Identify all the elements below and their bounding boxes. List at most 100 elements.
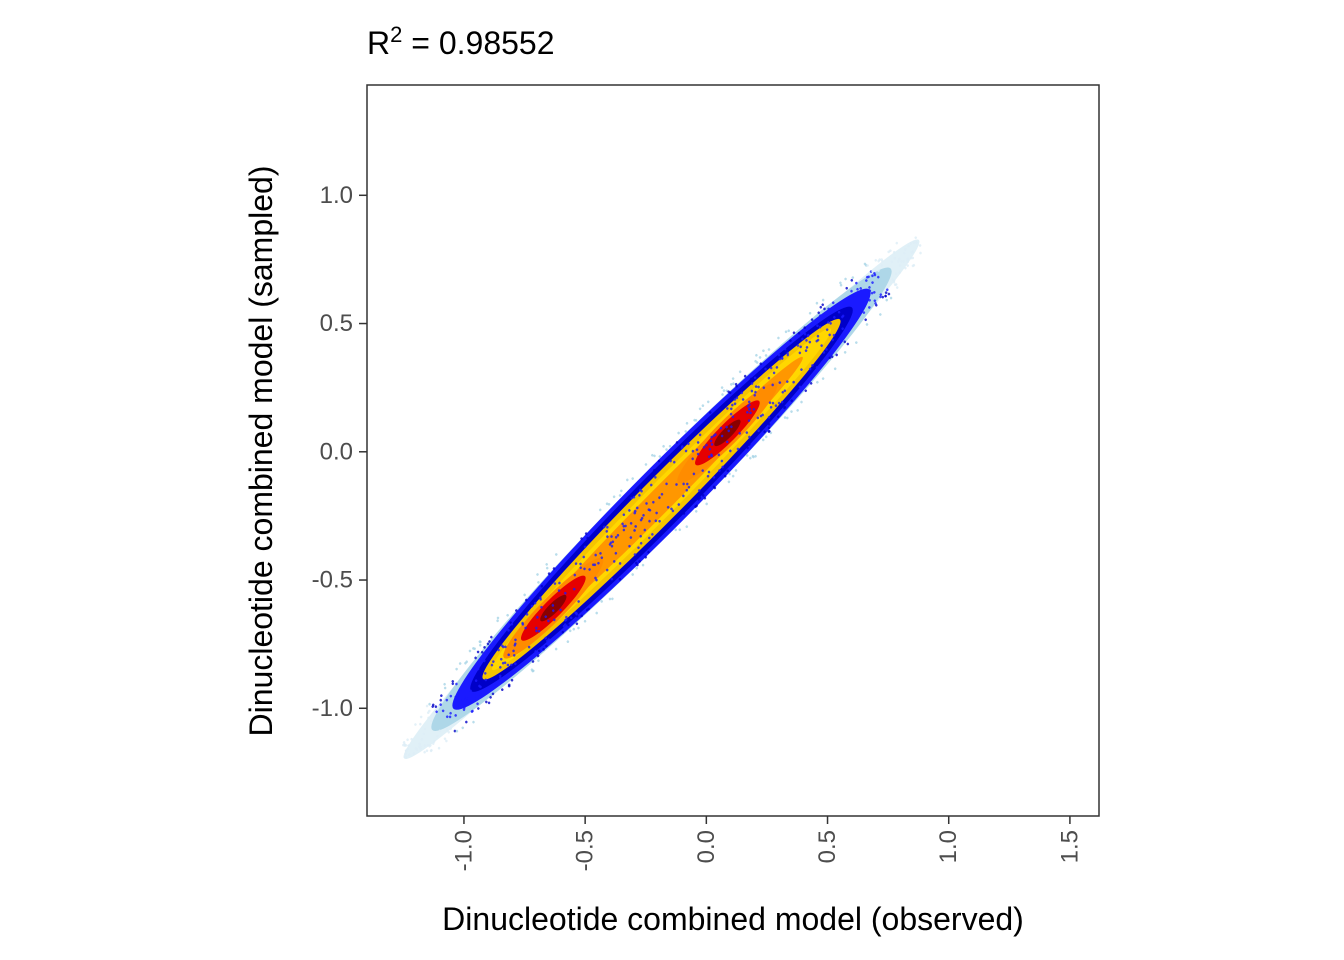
scatter-point [844, 277, 847, 281]
scatter-point [741, 398, 745, 401]
scatter-point [706, 474, 710, 478]
scatter-point [577, 626, 580, 630]
scatter-point [455, 682, 458, 686]
scatter-point [561, 630, 565, 634]
scatter-point [545, 644, 548, 648]
scatter-point [537, 581, 540, 584]
scatter-point [449, 727, 453, 731]
scatter-point [890, 260, 894, 264]
scatter-point [610, 577, 614, 581]
scatter-point [662, 444, 665, 448]
x-tick-label: 1.5 [1056, 830, 1083, 863]
scatter-point [616, 534, 620, 537]
scatter-point [721, 393, 724, 396]
scatter-point [408, 753, 411, 757]
scatter-point [651, 533, 654, 536]
scatter-point [906, 260, 910, 264]
scatter-point [557, 589, 561, 592]
scatter-point [582, 555, 586, 559]
scatter-point [790, 410, 793, 413]
scatter-point [636, 563, 639, 567]
scatter-point [479, 695, 482, 699]
scatter-point [484, 678, 488, 682]
scatter-point [535, 626, 538, 630]
scatter-point [439, 698, 443, 702]
scatter-point [595, 611, 599, 615]
scatter-point [730, 425, 733, 429]
scatter-point [772, 371, 776, 375]
scatter-point [804, 349, 808, 352]
scatter-point [572, 627, 576, 631]
scatter-point [633, 553, 637, 556]
scatter-point [729, 383, 733, 386]
scatter-point [695, 448, 699, 452]
scatter-point [658, 519, 661, 523]
scatter-point [712, 476, 716, 479]
scatter-point [874, 302, 877, 305]
scatter-point [692, 472, 696, 476]
scatter-point [639, 534, 642, 538]
scatter-point [638, 493, 641, 497]
scatter-point [885, 288, 889, 292]
scatter-point [670, 507, 673, 511]
scatter-point [893, 283, 897, 287]
scatter-point [822, 351, 826, 354]
scatter-point [865, 279, 868, 282]
scatter-point [682, 512, 686, 515]
scatter-point [729, 412, 733, 416]
scatter-point [537, 659, 540, 662]
scatter-point [431, 703, 435, 707]
scatter-point [749, 377, 753, 381]
scatter-point [747, 419, 751, 422]
scatter-point [429, 749, 433, 753]
scatter-point [436, 734, 439, 738]
scatter-point [710, 435, 713, 439]
scatter-point [537, 629, 541, 633]
scatter-point [455, 667, 458, 671]
scatter-point [463, 698, 467, 702]
scatter-point [855, 341, 858, 344]
scatter-point [644, 555, 648, 559]
scatter-point [810, 318, 814, 321]
scatter-point [438, 729, 442, 733]
scatter-point [554, 647, 558, 651]
scatter-point [892, 250, 896, 254]
hotspot-dark-red [714, 419, 741, 447]
scatter-point [547, 638, 551, 641]
scatter-point [895, 286, 899, 289]
scatter-point [474, 656, 477, 660]
scatter-point [701, 404, 705, 407]
scatter-point [480, 650, 484, 654]
scatter-point [823, 307, 826, 311]
scatter-point [472, 647, 475, 650]
scatter-point [540, 605, 543, 609]
scatter-point [719, 426, 723, 430]
scatter-point [879, 295, 882, 299]
scatter-point [515, 609, 518, 612]
scatter-point [459, 698, 462, 701]
scatter-point [425, 749, 429, 752]
scatter-point [597, 561, 600, 565]
scatter-point [574, 611, 577, 615]
scatter-point [469, 675, 472, 679]
scatter-point [746, 405, 750, 408]
scatter-point [483, 659, 486, 663]
scatter-point [723, 466, 727, 469]
scatter-point [533, 601, 537, 605]
scatter-point [720, 386, 724, 389]
scatter-point [611, 597, 614, 601]
scatter-point [476, 650, 480, 654]
scatter-point [479, 693, 483, 696]
scatter-point [815, 366, 819, 369]
scatter-point [652, 538, 656, 542]
scatter-point [800, 368, 803, 371]
scatter-point [727, 390, 730, 394]
scatter-point [456, 704, 460, 707]
scatter-point [907, 244, 910, 248]
scatter-point [734, 382, 738, 386]
scatter-point [754, 454, 757, 458]
y-tick-label: 0.0 [320, 438, 353, 465]
scatter-point [771, 401, 775, 405]
scatter-point [547, 619, 550, 623]
scatter-point [693, 418, 696, 422]
